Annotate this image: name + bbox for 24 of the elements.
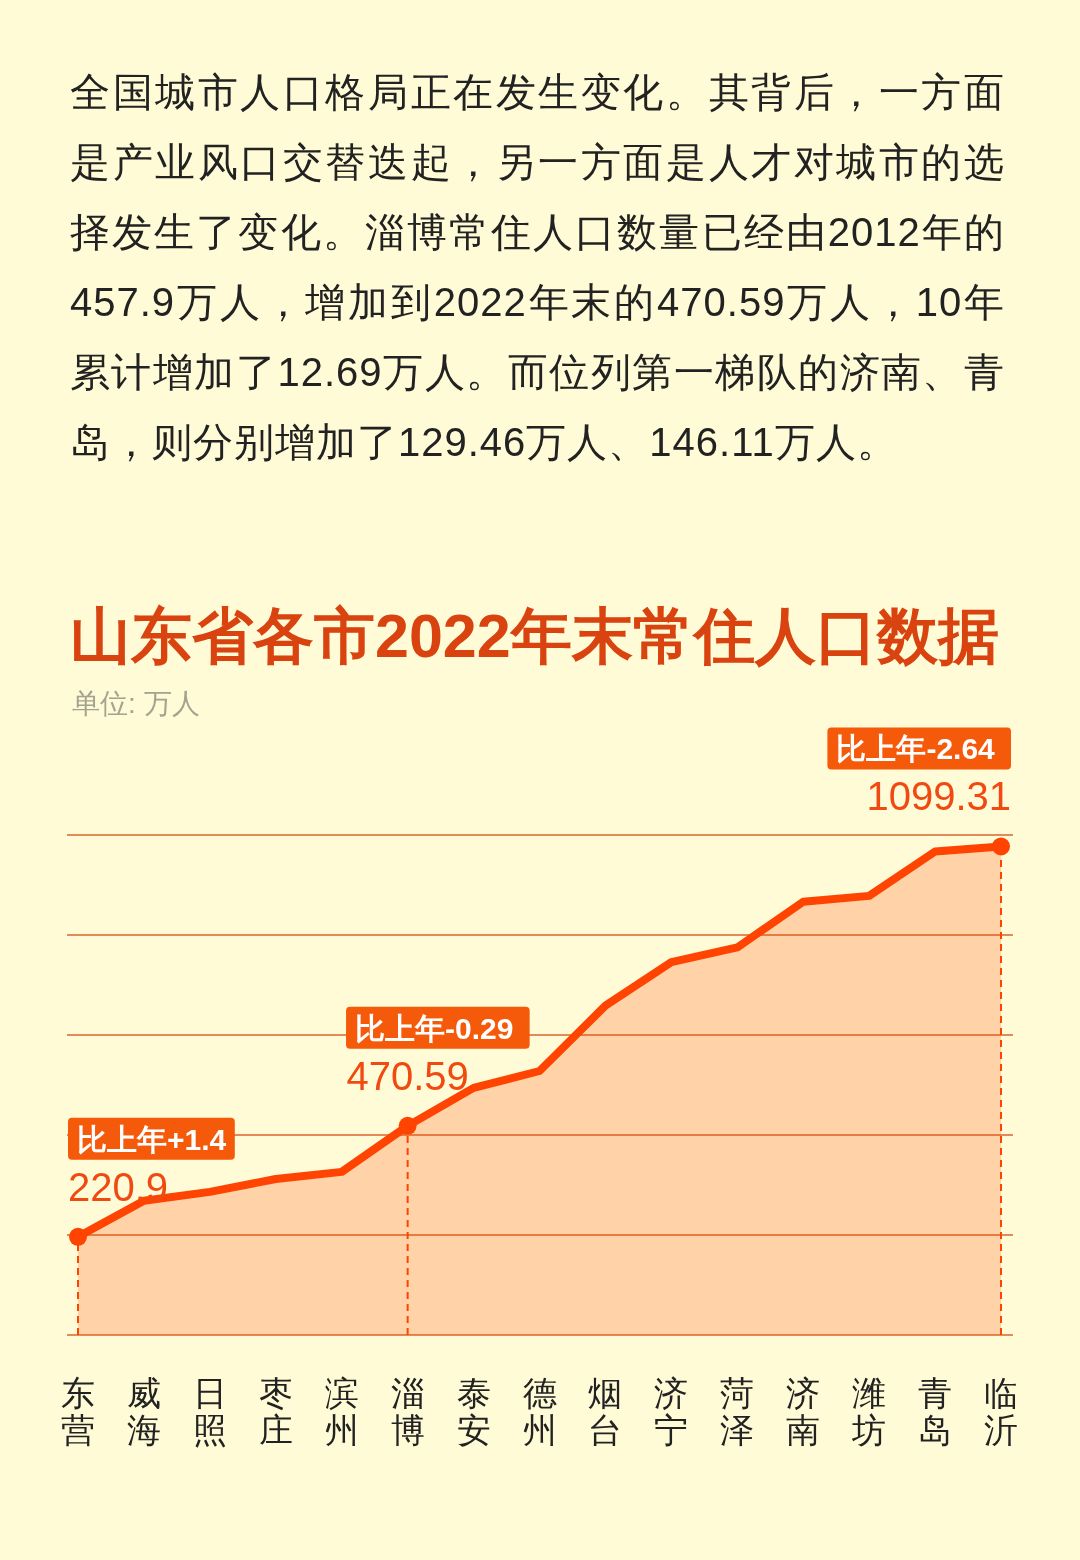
x-tick-label: 烟台 — [588, 1374, 623, 1449]
annotation: 比上年+1.4 — [77, 1122, 227, 1156]
x-tick-label: 威海 — [126, 1374, 161, 1449]
data-label: 470.59 — [346, 1053, 469, 1098]
x-tick-label: 德州 — [522, 1374, 557, 1449]
x-tick-label: 青岛 — [918, 1374, 953, 1449]
data-label: 1099.31 — [866, 774, 1011, 819]
x-tick-label: 滨州 — [324, 1374, 359, 1449]
chart-subtitle: 单位: 万人 — [72, 687, 200, 721]
text: 全国城市人口格局正在发生变化。其背后，一方面是产业风口交替迭起，另一方面是人才对城市的选择发生了变化。淄博常住人口数量已经由2012年的457.9万人，增加到2022年末的470.59万人，10年累计增加了12.69万人。而位列第一梯队的济南、青岛，则分别增加了129.46万人、146.11万人。 — [70, 69, 1005, 466]
x-tick-label: 日照 — [192, 1374, 227, 1449]
annotation: 比上年-2.64 — [836, 732, 996, 766]
x-tick-label: 临沂 — [984, 1374, 1018, 1449]
x-tick-label: 潍坊 — [851, 1374, 887, 1449]
annotation: 比上年-0.29 — [355, 1011, 514, 1045]
x-tick-label: 泰安 — [456, 1374, 491, 1449]
x-tick-label: 枣庄 — [258, 1374, 293, 1449]
chart-title: 山东省各市2022年末常住人口数据 — [70, 601, 999, 671]
x-tick-label: 济南 — [786, 1374, 821, 1449]
x-tick-label: 济宁 — [654, 1374, 689, 1449]
x-tick-label: 东营 — [61, 1374, 95, 1449]
x-tick-label: 淄博 — [390, 1374, 425, 1449]
data-label: 220.9 — [68, 1164, 169, 1209]
x-tick-label: 菏泽 — [720, 1374, 755, 1449]
